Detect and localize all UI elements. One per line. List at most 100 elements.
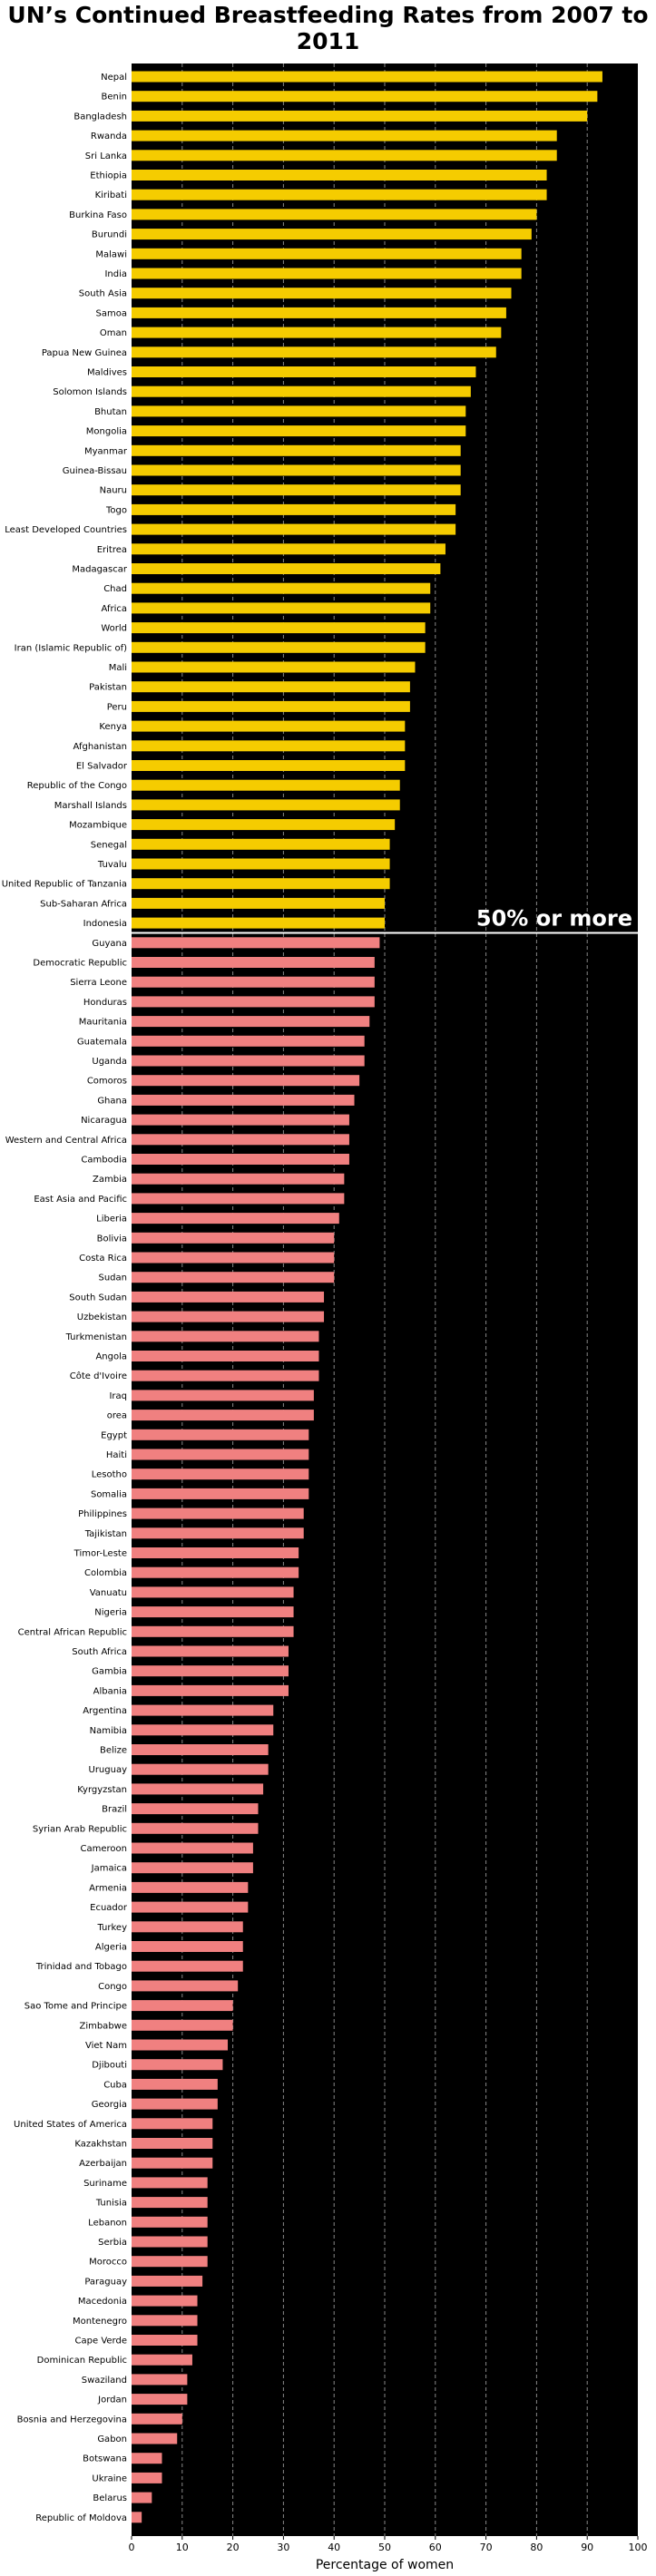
category-label: Swaziland xyxy=(82,2376,127,2386)
bar xyxy=(132,1272,335,1283)
category-label: Africa xyxy=(101,604,127,614)
category-label: East Asia and Pacific xyxy=(34,1195,127,1205)
category-label: Morocco xyxy=(89,2258,127,2268)
bar xyxy=(132,1547,299,1558)
bar xyxy=(132,327,502,338)
category-label: Trinidad and Tobago xyxy=(35,1962,127,1972)
category-label: Turkmenistan xyxy=(65,1332,127,1342)
bar xyxy=(132,1232,335,1244)
category-label: Azerbaijan xyxy=(79,2159,127,2169)
category-label: Senegal xyxy=(91,840,127,850)
bar xyxy=(132,71,602,83)
bar xyxy=(132,130,557,141)
category-label: Peru xyxy=(107,702,127,712)
category-label: Zambia xyxy=(93,1175,127,1185)
bar xyxy=(132,346,496,358)
bar xyxy=(132,2236,208,2248)
category-label: Guinea-Bissau xyxy=(63,466,127,476)
x-axis-ticks: 0 10 20 30 40 50 60 70 80 90 100 xyxy=(129,2536,648,2553)
bar xyxy=(132,464,461,476)
category-label: Mauritania xyxy=(79,1018,127,1028)
category-label: Benin xyxy=(102,93,127,102)
bar xyxy=(132,1941,243,1952)
category-label: El Salvador xyxy=(76,762,128,772)
category-label: Uruguay xyxy=(89,1765,128,1775)
category-label: Cambodia xyxy=(81,1156,127,1166)
bar xyxy=(132,2472,162,2483)
bar xyxy=(132,2098,218,2110)
bar xyxy=(132,1724,274,1736)
bar xyxy=(132,740,406,752)
category-label: South Sudan xyxy=(69,1293,127,1303)
category-label: Ghana xyxy=(97,1096,127,1106)
category-label: Solomon Islands xyxy=(53,387,127,397)
bar xyxy=(132,1665,289,1677)
category-label: Cuba xyxy=(103,2080,127,2090)
bar xyxy=(132,700,410,712)
bar xyxy=(132,248,522,259)
category-label: Chad xyxy=(103,584,127,594)
category-label: Egypt xyxy=(101,1430,127,1440)
category-label: United Republic of Tanzania xyxy=(2,880,127,890)
bar xyxy=(132,563,441,574)
category-label: Iraq xyxy=(109,1391,127,1401)
category-label: Guyana xyxy=(92,939,127,949)
category-label: orea xyxy=(107,1411,127,1421)
category-label: Haiti xyxy=(106,1450,127,1460)
bar xyxy=(132,1960,243,1972)
category-label: Western and Central Africa xyxy=(5,1136,127,1146)
tick-label: 90 xyxy=(581,2542,593,2553)
category-label: Bolivia xyxy=(97,1234,127,1244)
category-label: Somalia xyxy=(91,1489,127,1499)
bar xyxy=(132,1291,325,1303)
bar xyxy=(132,1586,294,1598)
bar xyxy=(132,1351,319,1361)
bar xyxy=(132,1134,349,1146)
category-label: Oman xyxy=(100,328,127,338)
bar xyxy=(132,2354,192,2366)
bar xyxy=(132,1114,349,1126)
bar xyxy=(132,917,385,929)
category-labels: Nepal Benin Bangladesh Rwanda Sri Lanka Ethio… xyxy=(2,73,128,2523)
category-label: World xyxy=(101,624,127,634)
bar xyxy=(132,1370,319,1381)
category-label: Mali xyxy=(109,663,127,673)
bar xyxy=(132,681,410,693)
category-label: Angola xyxy=(95,1352,127,1362)
bars xyxy=(132,71,602,2523)
bar xyxy=(132,2335,198,2346)
category-label: Marshall Islands xyxy=(54,801,127,811)
category-label: Jordan xyxy=(97,2395,127,2405)
bar xyxy=(132,189,547,200)
tick-label: 80 xyxy=(530,2542,543,2553)
bar xyxy=(132,1783,264,1795)
tick-label: 100 xyxy=(629,2542,648,2553)
bar xyxy=(132,1449,309,1460)
tick-label: 20 xyxy=(227,2542,240,2553)
bar xyxy=(132,543,445,555)
bar xyxy=(132,2295,198,2307)
category-label: Belarus xyxy=(93,2493,127,2503)
bar xyxy=(132,1173,345,1185)
bar xyxy=(132,799,400,811)
category-label: Montenegro xyxy=(73,2317,127,2327)
bar xyxy=(132,819,396,831)
bar xyxy=(132,2059,223,2071)
category-label: Gabon xyxy=(97,2435,127,2444)
bar xyxy=(132,1331,319,1342)
bar xyxy=(132,996,375,1008)
bar xyxy=(132,2394,188,2405)
category-label: Burkina Faso xyxy=(69,210,127,220)
bar xyxy=(132,622,426,634)
category-label: Eritrea xyxy=(97,545,127,555)
bar xyxy=(132,2078,218,2090)
bar xyxy=(132,1901,249,1913)
category-label: Viet Nam xyxy=(85,2041,127,2051)
bar xyxy=(132,957,375,968)
bar xyxy=(132,444,461,456)
bar xyxy=(132,2315,198,2327)
tick-label: 60 xyxy=(429,2542,442,2553)
bar xyxy=(132,720,406,732)
category-label: Bhutan xyxy=(94,407,127,417)
category-label: Serbia xyxy=(98,2238,127,2248)
